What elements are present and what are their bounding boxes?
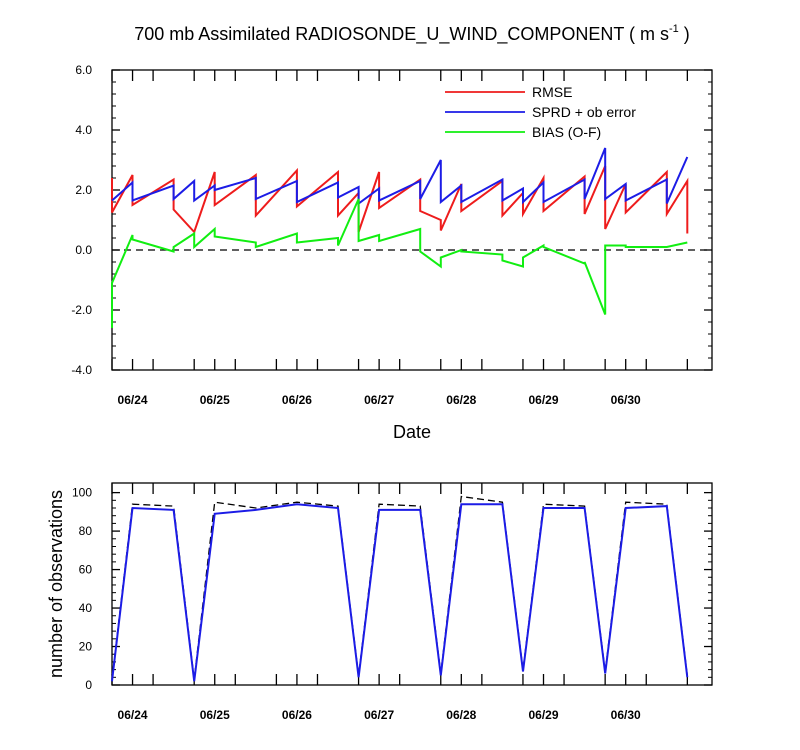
top-ytick-label: 0.0 <box>75 243 92 257</box>
bottom-ytick-label: 20 <box>79 640 93 654</box>
top-xtick-label: 06/25 <box>200 393 230 407</box>
legend: RMSE SPRD + ob error BIAS (O-F) <box>445 84 636 140</box>
bottom-xtick-label: 06/30 <box>611 708 641 722</box>
top-ytick-label: -4.0 <box>71 363 92 377</box>
bottom-series-used <box>111 503 689 682</box>
top-xtick-label: 06/29 <box>528 393 558 407</box>
top-ytick-label: 2.0 <box>75 183 92 197</box>
top-plot-frame <box>111 69 713 371</box>
y-axis-title-observations: number of observations <box>46 490 66 678</box>
bottom-ytick-label: 80 <box>79 524 93 538</box>
bottom-xtick-label: 06/29 <box>528 708 558 722</box>
legend-label-bias: BIAS (O-F) <box>532 124 601 140</box>
bottom-ytick-label: 40 <box>79 601 93 615</box>
top-xtick-label: 06/26 <box>282 393 312 407</box>
x-axis-title: Date <box>393 422 431 442</box>
bottom-ytick-label: 60 <box>79 563 93 577</box>
bottom-ytick-label: 0 <box>85 678 92 692</box>
legend-label-sprd: SPRD + ob error <box>532 104 636 120</box>
bottom-xtick-label: 06/28 <box>446 708 476 722</box>
top-series-bias-o-f- <box>111 198 688 328</box>
bottom-xtick-label: 06/26 <box>282 708 312 722</box>
top-ytick-label: -2.0 <box>71 303 92 317</box>
bottom-plot-frame <box>111 482 713 686</box>
top-xtick-label: 06/24 <box>118 393 148 407</box>
chart-title: 700 mb Assimilated RADIOSONDE_U_WIND_COM… <box>134 23 690 45</box>
top-chart-panel: -4.0 -2.0 0.0 2.0 4.0 6.0 06/24 06/25 06/26 06/2… <box>71 63 713 442</box>
bottom-ytick-label: 100 <box>72 486 92 500</box>
top-xtick-label: 06/30 <box>611 393 641 407</box>
top-ytick-label: 6.0 <box>75 63 92 77</box>
bottom-xtick-label: 06/24 <box>118 708 148 722</box>
top-series-sprd-ob-error <box>111 147 689 206</box>
legend-label-rmse: RMSE <box>532 84 572 100</box>
top-xtick-label: 06/27 <box>364 393 394 407</box>
top-ytick-label: 4.0 <box>75 123 92 137</box>
bottom-chart-panel: 0 20 40 60 80 100 06/24 06/25 06/26 06/27 06/28 06… <box>46 482 713 722</box>
bottom-xtick-label: 06/27 <box>364 708 394 722</box>
top-series-rmse <box>111 165 689 234</box>
bottom-xtick-label: 06/25 <box>200 708 230 722</box>
top-xtick-label: 06/28 <box>446 393 476 407</box>
